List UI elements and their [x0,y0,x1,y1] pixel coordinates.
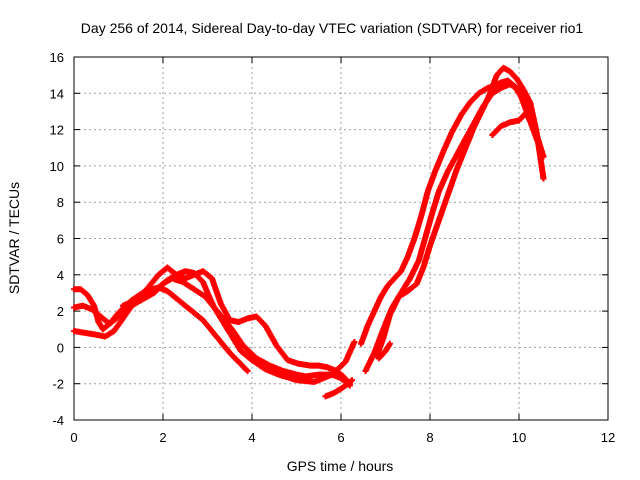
data-point [244,368,251,374]
series-track-6 [358,77,545,347]
x-tick-label: 2 [159,430,166,445]
y-tick-label: 2 [57,304,64,319]
chart-title: Day 256 of 2014, Sidereal Day-to-day VTE… [81,20,584,36]
x-tick-label: 6 [337,430,344,445]
series-track-1 [71,284,251,374]
x-tick-label: 4 [248,430,255,445]
x-tick-label: 8 [426,430,433,445]
grid-lines [74,57,608,420]
series-track-5 [322,377,356,400]
series-track-9 [375,340,393,362]
y-tick-label: 8 [57,195,64,210]
series-track-8 [373,64,547,360]
series-track-3 [71,268,358,385]
data-points [71,64,547,400]
data-point [349,377,356,384]
y-tick-label: -2 [52,377,64,392]
x-tick-label: 0 [70,430,77,445]
y-tick-label: 6 [57,232,64,247]
y-tick-label: 14 [50,86,64,101]
series-track-4 [120,264,353,387]
x-tick-label: 12 [601,430,615,445]
data-point [351,339,358,345]
data-point [540,175,547,182]
data-point [386,340,393,347]
y-tick-label: 4 [57,268,64,283]
y-tick-label: 10 [50,159,64,174]
y-tick-label: 0 [57,340,64,355]
series-track-10 [489,110,542,148]
axis-ticks: 0 2 4 6 8 10 12 -4 -2 0 2 4 6 8 10 12 14 16 [50,50,616,445]
x-axis-label: GPS time / hours [287,458,394,474]
data-point [536,141,542,148]
y-tick-label: 12 [50,123,64,138]
x-tick-label: 10 [512,430,526,445]
y-axis-label: SDTVAR / TECUs [6,182,22,294]
y-tick-label: -4 [52,413,64,428]
y-tick-label: 16 [50,50,64,65]
